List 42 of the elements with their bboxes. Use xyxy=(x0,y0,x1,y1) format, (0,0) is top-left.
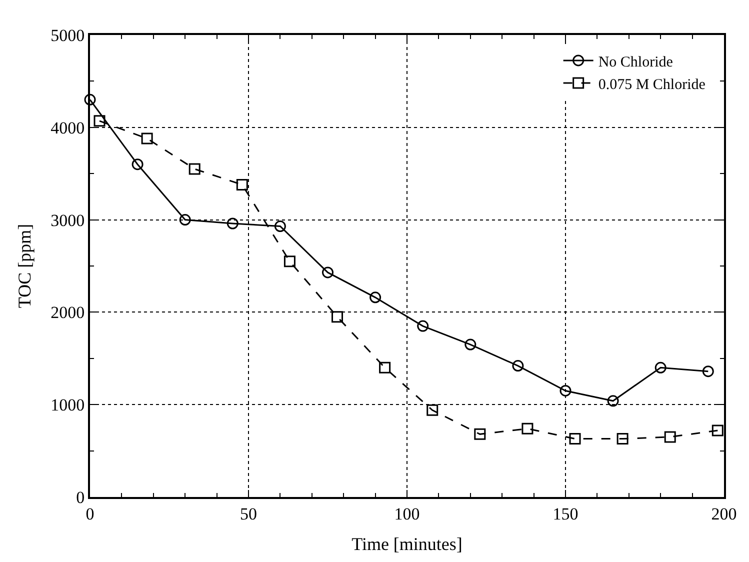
x-tick-label: 150 xyxy=(552,504,578,524)
y-tick-label: 5000 xyxy=(50,26,85,45)
x-tick-label: 50 xyxy=(240,504,257,524)
x-tick-label: 200 xyxy=(711,504,737,524)
point xyxy=(226,218,238,230)
y-tick-label: 4000 xyxy=(50,118,85,138)
y-axis-title: TOC [ppm] xyxy=(14,224,34,308)
point xyxy=(560,384,572,396)
point xyxy=(179,214,191,226)
x-tick-label: 100 xyxy=(394,504,420,524)
point xyxy=(188,163,200,175)
point xyxy=(512,360,524,372)
point xyxy=(132,158,144,170)
point xyxy=(654,362,666,374)
point xyxy=(474,428,486,440)
point xyxy=(426,404,438,416)
x-axis-title: Time [minutes] xyxy=(352,534,462,554)
y-tick-label: 2000 xyxy=(50,303,85,322)
point xyxy=(284,256,296,268)
point xyxy=(379,362,391,374)
point xyxy=(332,311,344,323)
point xyxy=(141,132,153,144)
point xyxy=(94,115,106,127)
point xyxy=(616,433,628,445)
y-tick-label: 0 xyxy=(76,488,85,507)
point xyxy=(370,292,382,304)
point xyxy=(274,220,286,232)
point xyxy=(417,320,429,332)
point xyxy=(702,366,714,378)
point xyxy=(464,338,476,350)
y-tick-label: 1000 xyxy=(50,396,85,415)
legend-label: No Chloride xyxy=(598,54,674,70)
point xyxy=(569,433,581,445)
point xyxy=(322,266,334,278)
point xyxy=(236,178,248,190)
legend-label: 0.075 M Chloride xyxy=(598,76,706,93)
point xyxy=(607,395,619,407)
point xyxy=(712,424,724,436)
y-tick-label: 3000 xyxy=(50,210,85,230)
point xyxy=(84,94,96,106)
point xyxy=(522,422,534,434)
point xyxy=(664,431,676,443)
